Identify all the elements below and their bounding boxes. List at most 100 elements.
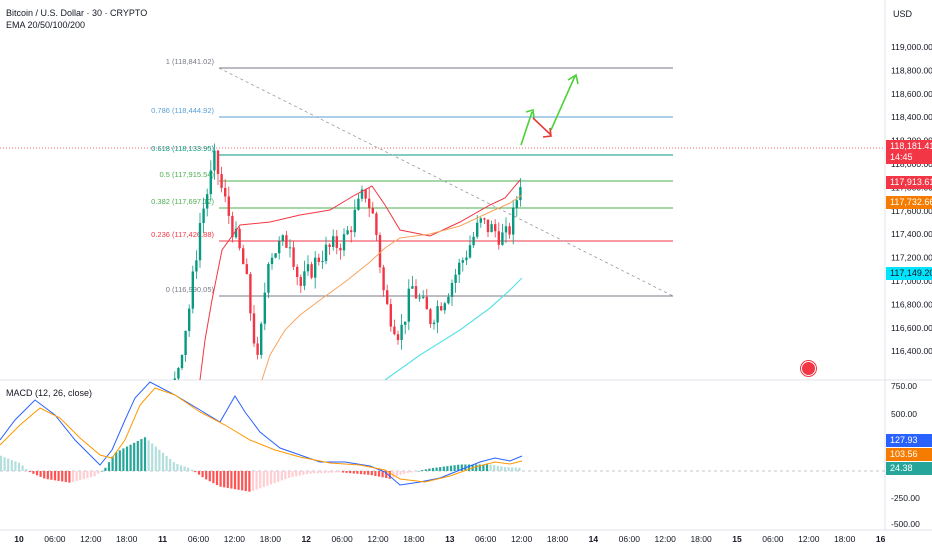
last-price-value: 118,181.41 (890, 141, 932, 151)
macd-histogram-bar (385, 471, 388, 479)
price-candle-body (468, 245, 472, 258)
price-candle-body (252, 313, 256, 344)
macd-histogram-bar (421, 470, 424, 471)
macd-histogram-bar (169, 459, 172, 471)
price-candle-body (404, 321, 407, 325)
macd-histogram-bar (467, 464, 471, 471)
price-candle-body (494, 224, 497, 232)
macd-histogram-bar (241, 471, 244, 491)
macd-histogram-bar (93, 471, 96, 477)
macd-histogram-bar (151, 443, 154, 471)
macd-histogram-bar (320, 471, 323, 474)
macd-histogram-bar (356, 471, 359, 474)
macd-histogram-bar (43, 471, 46, 479)
time-tick-label: 15 (732, 534, 742, 544)
price-tick-label: 117,200.00 (891, 253, 932, 263)
time-tick-label: 12 (301, 534, 311, 544)
macd-histogram-bar (446, 466, 449, 471)
macd-histogram-bar (230, 471, 233, 489)
macd-histogram-bar (500, 466, 503, 471)
ema-50-line (261, 194, 523, 381)
symbol-title: Bitcoin / U.S. Dollar · 30 · CRYPTO (6, 8, 148, 18)
price-candle-body (389, 304, 392, 327)
macd-histogram-bar (309, 471, 312, 474)
macd-histogram-bar (32, 471, 35, 474)
ema-cyan-badge: 117,149.20 (886, 267, 932, 280)
fib-trend-line (218, 67, 674, 297)
price-candle-body (288, 247, 292, 249)
macd-histogram-bar (399, 471, 402, 475)
macd-histogram-bar (100, 470, 103, 472)
macd-histogram-bar (251, 471, 255, 491)
time-tick-label: 12:00 (511, 534, 533, 544)
macd-histogram-bar (179, 465, 183, 471)
macd-histogram-bar (424, 469, 427, 471)
macd-histogram-bar (183, 466, 186, 471)
macd-histogram-bar (449, 465, 453, 471)
price-candle-body (184, 330, 187, 356)
macd-histogram-bar (439, 467, 442, 471)
macd-histogram-bar (226, 471, 229, 488)
price-candle-body (256, 343, 259, 355)
price-candle-body (191, 271, 194, 309)
price-candle-body (371, 207, 374, 214)
price-candle-body (296, 266, 299, 278)
macd-histogram-bar (331, 471, 334, 473)
time-tick-label: 16 (876, 534, 886, 544)
macd-histogram-bar (71, 471, 75, 482)
ema-orange-badge: 117,732.66 (886, 196, 932, 209)
us-flag-icon[interactable] (801, 361, 816, 376)
price-candle-body (267, 264, 270, 293)
macd-histogram-bar (489, 464, 492, 471)
price-candle-body (263, 292, 266, 324)
macd-histogram-bar (403, 471, 406, 474)
price-candle-body (303, 271, 306, 286)
price-candle-body (418, 297, 421, 299)
macd-histogram-bar (507, 467, 510, 471)
macd-histogram-bar (255, 471, 258, 490)
price-candle-body (476, 222, 479, 237)
macd-histogram-bar (176, 464, 179, 471)
macd-histogram-bar (406, 471, 409, 474)
price-candle-body (281, 235, 284, 242)
macd-histogram-bar (374, 471, 377, 476)
macd-histogram-bar (518, 467, 521, 471)
time-tick-label: 06:00 (619, 534, 641, 544)
time-tick-label: 18:00 (690, 534, 712, 544)
currency-label[interactable]: USD (893, 9, 913, 19)
macd-histogram-bar (172, 462, 175, 471)
macd-histogram-bar (82, 471, 85, 480)
time-tick-label: 10 (14, 534, 24, 544)
price-candle-body (432, 322, 436, 325)
price-candle-body (479, 218, 482, 223)
macd-histogram-bar (280, 471, 283, 481)
time-tick-label: 06:00 (188, 534, 210, 544)
price-candle-body (501, 232, 504, 245)
price-candle-body (206, 194, 209, 209)
price-candle-body (425, 296, 428, 310)
price-candle-body (422, 296, 425, 298)
price-candle-body (396, 334, 400, 340)
macd-histogram-bar (388, 471, 391, 479)
macd-histogram-bar (50, 471, 53, 480)
last-price-badge: 118,181.41 14:45 (886, 140, 932, 164)
macd-histogram-bar (86, 471, 89, 479)
macd-histogram-bar (215, 471, 219, 486)
macd-histogram-bar (298, 471, 301, 476)
macd-histogram-bar (125, 446, 129, 471)
price-candle-body (364, 189, 367, 199)
price-tick-label: 116,800.00 (891, 299, 932, 309)
macd-histogram-bar (64, 471, 67, 483)
price-candle-body (407, 288, 410, 322)
projection-arrowhead (542, 127, 552, 138)
macd-tick-label: -500.00 (891, 519, 920, 529)
price-candle-body (339, 247, 342, 251)
macd-histogram-bar (367, 471, 370, 475)
price-candle-body (274, 253, 277, 258)
macd-histogram-bar (503, 467, 507, 471)
price-candle-body (443, 303, 446, 311)
macd-histogram-bar (61, 471, 64, 482)
price-candle-body (335, 236, 338, 248)
macd-histogram-bar (511, 467, 514, 471)
